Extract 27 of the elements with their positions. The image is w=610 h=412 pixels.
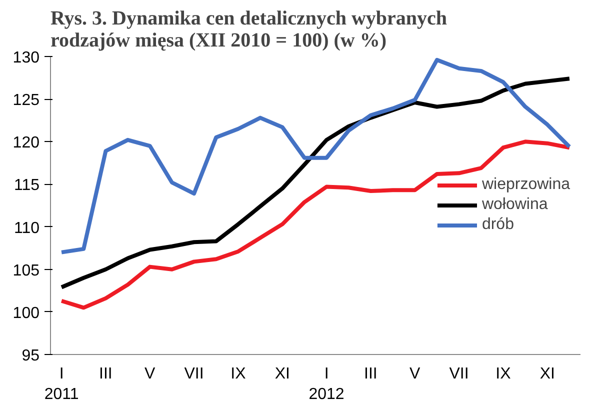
x-tick-label: XI bbox=[274, 366, 290, 382]
x-tick-label: IX bbox=[230, 366, 246, 382]
y-tick-label: 115 bbox=[14, 177, 40, 194]
x-tick-label: V bbox=[410, 366, 421, 382]
y-tick-label: 95 bbox=[22, 348, 40, 364]
legend-label: wołowina bbox=[482, 196, 548, 214]
x-tick-label: VII bbox=[449, 366, 469, 382]
x-tick-label: IX bbox=[496, 366, 512, 382]
y-tick-label: 105 bbox=[12, 262, 40, 280]
chart-title: Rys. 3. Dynamika cen detalicznych wybranych rodzajów mięsa (XII 2010 = 100) (w %) bbox=[50, 8, 448, 52]
x-tick-label: I 2011 bbox=[44, 366, 79, 403]
legend-label: drób bbox=[482, 216, 514, 234]
y-tick-label: 100 bbox=[12, 304, 40, 322]
y-tick-label: 125 bbox=[12, 92, 40, 110]
x-tick-label: V bbox=[144, 366, 156, 382]
legend-label: wieprzowina bbox=[482, 176, 570, 194]
x-tick-label: III bbox=[364, 366, 378, 382]
x-tick-label: III bbox=[99, 366, 112, 382]
x-tick-label: XI bbox=[540, 366, 555, 382]
line-series bbox=[60, 58, 572, 254]
y-tick-label: 110 bbox=[14, 220, 40, 237]
x-tick-label: VII bbox=[184, 366, 204, 382]
x-tick-label: I 2012 bbox=[308, 366, 344, 403]
y-tick-label: 130 bbox=[12, 50, 40, 66]
line-series bbox=[60, 76, 572, 290]
line-series bbox=[60, 140, 572, 310]
y-tick-label: 120 bbox=[12, 134, 40, 152]
